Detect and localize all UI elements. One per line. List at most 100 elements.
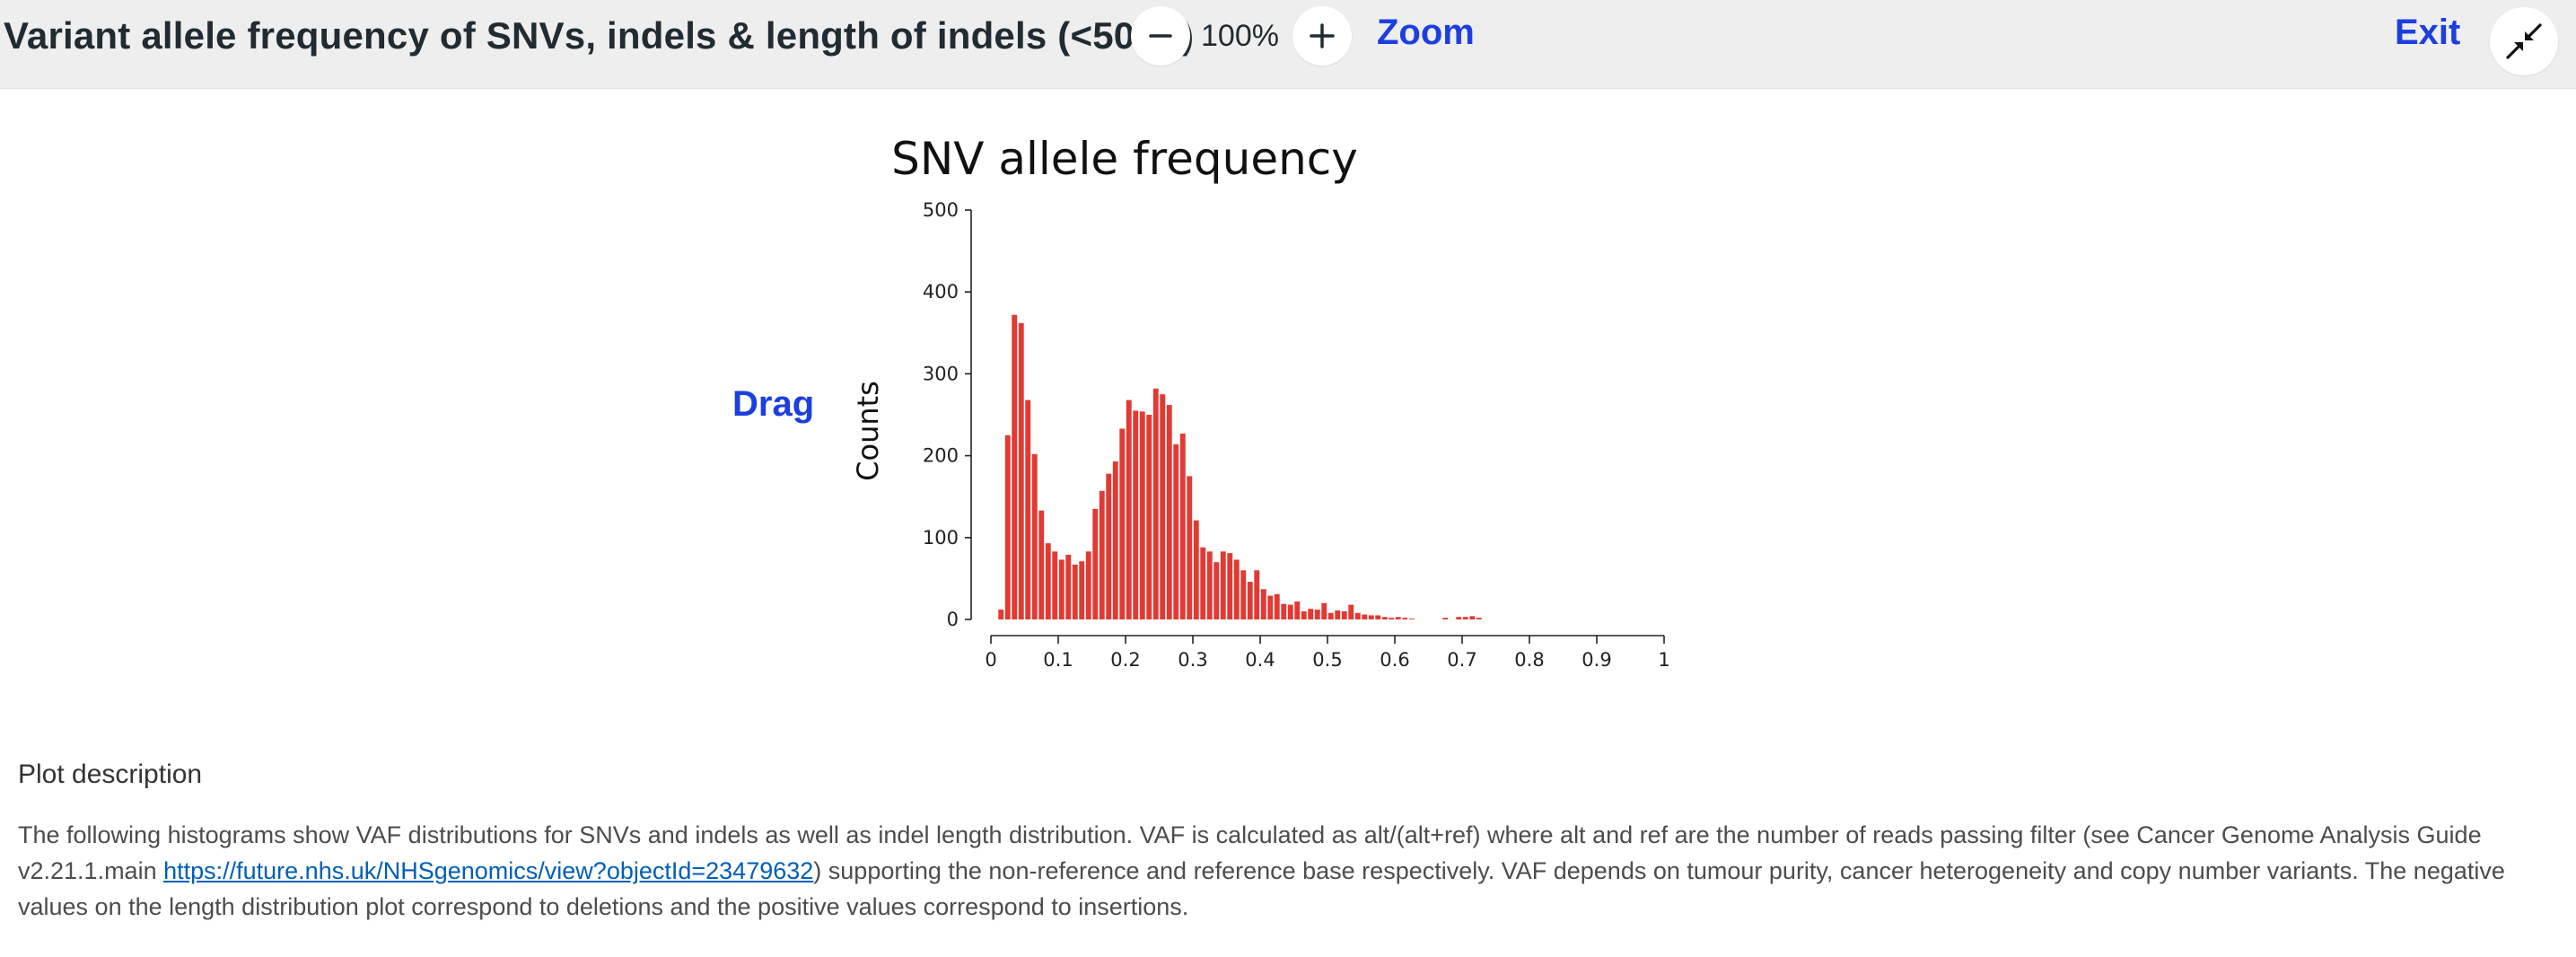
x-tick-label: 0.3: [1178, 649, 1207, 671]
plus-icon: [1310, 23, 1335, 48]
page-title: Variant allele frequency of SNVs, indels…: [4, 14, 1195, 57]
histogram-bar: [1187, 476, 1193, 619]
histogram-bar: [1442, 618, 1449, 619]
histogram-bar: [1058, 559, 1065, 619]
y-axis-label: Counts: [851, 381, 885, 481]
histogram-bar: [1085, 551, 1091, 619]
histogram-bar: [1126, 399, 1132, 619]
histogram-bar: [1402, 618, 1408, 619]
histogram-bar: [1214, 562, 1220, 619]
zoom-out-button[interactable]: [1131, 6, 1190, 66]
x-tick-label: 0.7: [1447, 649, 1476, 671]
histogram-bar: [1233, 559, 1240, 619]
chart-title: SNV allele frequency: [891, 133, 1358, 185]
histogram-bar: [1281, 603, 1287, 619]
histogram-bar: [1381, 617, 1388, 619]
histogram-bar: [1220, 551, 1226, 619]
snv-allele-frequency-chart: SNV allele frequency Counts 0 100 200 300 40…: [851, 133, 1670, 671]
x-tick-label: 0.9: [1582, 649, 1611, 671]
histogram-bars: [998, 314, 1482, 619]
histogram-bar: [1308, 609, 1314, 619]
histogram-bar: [1274, 593, 1280, 619]
histogram-bar: [1166, 405, 1172, 619]
x-tick-label: 1: [1658, 649, 1669, 671]
histogram-bar: [1139, 411, 1145, 619]
histogram-bar: [1375, 615, 1381, 619]
histogram-bar: [1160, 394, 1166, 619]
histogram-bar: [1200, 547, 1206, 619]
histogram-bar: [1389, 618, 1395, 619]
histogram-bar: [1052, 551, 1058, 619]
histogram-bar: [1368, 615, 1374, 619]
x-tick-label: 0.5: [1312, 649, 1342, 671]
histogram-bar: [1018, 322, 1024, 619]
histogram-bar: [1179, 433, 1186, 619]
histogram-bar: [1133, 410, 1139, 619]
zoom-in-button[interactable]: [1292, 6, 1352, 66]
histogram-bar: [1227, 553, 1233, 619]
histogram-bar: [1395, 617, 1401, 619]
histogram-bar: [1327, 612, 1334, 619]
histogram-bar: [1099, 490, 1105, 619]
histogram-bar: [1146, 415, 1152, 619]
description-text-part: ) supporting the non-reference and refer…: [18, 857, 2505, 920]
histogram-bar: [998, 610, 1004, 619]
histogram-bar: [1112, 461, 1118, 619]
histogram-bar: [1469, 616, 1476, 619]
description-text-part: The following histograms show VAF distri…: [18, 821, 2482, 884]
histogram-bar: [1341, 610, 1347, 619]
histogram-bar: [1119, 428, 1126, 619]
exit-label[interactable]: Exit: [2395, 13, 2461, 52]
histogram-bar: [1354, 612, 1361, 619]
histogram-bar: [1072, 564, 1078, 619]
minus-icon: [1149, 34, 1172, 38]
histogram-bar: [1314, 610, 1320, 619]
histogram-bar: [1335, 610, 1341, 619]
histogram-bar: [1079, 561, 1085, 619]
histogram-bar: [1362, 614, 1368, 619]
histogram-bar: [1065, 554, 1072, 619]
histogram-bar: [1025, 399, 1031, 619]
histogram-bar: [1476, 618, 1482, 619]
histogram-bar: [1240, 570, 1247, 619]
guide-link[interactable]: https://future.nhs.uk/NHSgenomics/view?o…: [163, 857, 814, 884]
exit-fullscreen-button[interactable]: [2490, 7, 2558, 75]
histogram-bar: [1206, 551, 1213, 619]
y-tick-label: 200: [923, 445, 959, 467]
histogram-bar: [1045, 543, 1051, 619]
y-tick-label: 500: [923, 199, 959, 221]
plot-description-title: Plot description: [18, 759, 203, 789]
histogram-bar: [1456, 617, 1462, 619]
x-tick-label: 0.8: [1514, 649, 1544, 671]
x-tick-label: 0.4: [1245, 649, 1275, 671]
histogram-bar: [1004, 435, 1011, 619]
histogram-bar: [1173, 443, 1179, 619]
chart-axes: 0 100 200 300 400 500 0 0.1 0.2 0.3 0.4 0.5 0.6 0.7 0.…: [923, 199, 1670, 671]
histogram-bar: [1254, 570, 1260, 619]
x-tick-label: 0: [985, 649, 996, 671]
histogram-bar: [1152, 388, 1159, 619]
histogram-bar: [1348, 604, 1354, 619]
histogram-bar: [1038, 510, 1045, 619]
drag-handle[interactable]: Drag: [732, 384, 815, 424]
zoom-label: Zoom: [1377, 13, 1475, 52]
y-tick-label: 100: [923, 527, 959, 549]
histogram-bar: [1287, 604, 1293, 619]
histogram-bar: [1267, 595, 1274, 619]
histogram-bar: [1106, 473, 1112, 619]
histogram-bar: [1193, 520, 1199, 619]
histogram-bar: [1321, 602, 1327, 619]
histogram-bar: [1012, 314, 1018, 619]
histogram-bar: [1092, 508, 1099, 619]
histogram-bar: [1260, 589, 1266, 619]
histogram-bar: [1247, 582, 1253, 619]
histogram-bar: [1462, 617, 1468, 619]
x-tick-label: 0.1: [1043, 649, 1073, 671]
histogram-bar: [1031, 453, 1038, 619]
histogram-bar: [1301, 610, 1307, 619]
y-tick-label: 400: [923, 281, 959, 303]
x-tick-label: 0.2: [1110, 649, 1140, 671]
collapse-arrows-icon: [2506, 23, 2542, 59]
top-toolbar: Variant allele frequency of SNVs, indels…: [0, 0, 2576, 89]
x-tick-label: 0.6: [1380, 649, 1409, 671]
